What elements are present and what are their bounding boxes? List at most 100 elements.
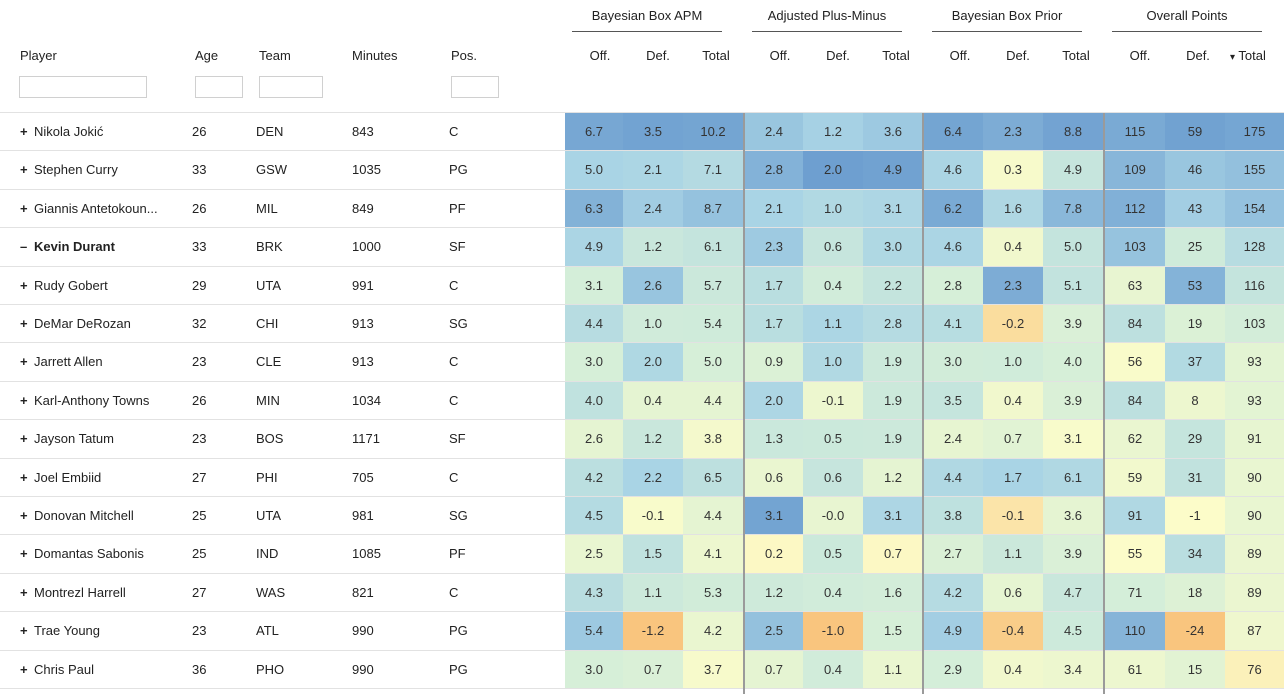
prior-def-cell: -0.1 [983, 497, 1043, 535]
age-cell: 36 [192, 661, 207, 677]
player-name-cell[interactable]: + Giannis Antetokoun... [20, 190, 170, 228]
col-header-prior-def[interactable]: Def. [1006, 48, 1030, 63]
bbox-apm-def-cell: -0.1 [623, 497, 683, 535]
player-name-cell[interactable]: + Jayson Tatum [20, 420, 170, 458]
overall-total-cell: 175 [1225, 113, 1284, 151]
prior-def-cell: 2.3 [983, 266, 1043, 305]
table-row[interactable]: + DeMar DeRozan 32 CHI 913 SG 4.4 1.0 5.4 1.7 1.1 2… [0, 304, 1284, 343]
player-name-cell[interactable]: + Chris Paul [20, 651, 170, 689]
table-row[interactable]: + Domantas Sabonis 25 IND 1085 PF 2.5 1.5 4.1 0.2… [0, 534, 1284, 574]
expand-icon[interactable]: + [20, 584, 28, 600]
bbox-apm-off-cell: 4.9 [565, 228, 623, 267]
player-name-cell[interactable]: + Joel Embiid [20, 459, 170, 497]
age-filter-input[interactable] [195, 76, 243, 98]
expand-icon[interactable]: + [20, 277, 28, 293]
col-header-apm-def[interactable]: Def. [826, 48, 850, 63]
table-row[interactable]: + Jarrett Allen 23 CLE 913 C 3.0 2.0 5.0 0.9 1.0 1.… [0, 342, 1284, 382]
prior-off-cell: 4.9 [923, 612, 983, 651]
overall-total-cell: 90 [1225, 497, 1284, 535]
prior-def-cell: -0.4 [983, 612, 1043, 651]
pos-cell: PF [449, 546, 466, 562]
player-name-cell[interactable]: + Donovan Mitchell [20, 497, 170, 535]
col-header-overall-total-sorted[interactable]: ▾ Total [1230, 47, 1266, 67]
group-header-label: Bayesian Box APM [591, 8, 703, 23]
apm-def-cell: 0.6 [803, 228, 863, 267]
player-name: Karl-Anthony Towns [34, 392, 150, 408]
player-name-cell[interactable]: + Nikola Jokić [20, 113, 170, 151]
prior-total-cell: 4.9 [1043, 151, 1103, 190]
col-header-bbox-apm-def[interactable]: Def. [646, 48, 670, 63]
prior-def-cell: 0.6 [983, 573, 1043, 612]
table-row[interactable]: + Trae Young 23 ATL 990 PG 5.4 -1.2 4.2 2.5 -1.0 1.… [0, 611, 1284, 651]
player-filter-input[interactable] [19, 76, 147, 98]
col-header-pos[interactable]: Pos. [451, 48, 478, 63]
table-row[interactable]: – Kevin Durant 33 BRK 1000 SF 4.9 1.2 6.1 2.3 0.6 3… [0, 227, 1284, 267]
col-header-team[interactable]: Team [259, 48, 291, 63]
expand-icon[interactable]: + [20, 431, 28, 447]
bbox-apm-def-cell: -1.2 [623, 612, 683, 651]
expand-icon[interactable]: + [20, 124, 28, 139]
expand-icon[interactable]: + [20, 546, 28, 562]
expand-icon[interactable]: + [20, 469, 28, 485]
pos-filter-input[interactable] [451, 76, 499, 98]
prior-total-cell: 4.0 [1043, 343, 1103, 382]
col-header-prior-total[interactable]: Total [1062, 48, 1090, 63]
player-name-cell[interactable]: + Montrezl Harrell [20, 574, 170, 612]
overall-total-cell: 116 [1225, 266, 1284, 305]
col-header-minutes[interactable]: Minutes [352, 48, 398, 63]
prior-off-cell: 2.9 [923, 650, 983, 689]
col-header-overall-off[interactable]: Off. [1129, 48, 1151, 63]
group-divider [743, 113, 745, 694]
table-row[interactable]: + Karl-Anthony Towns 26 MIN 1034 C 4.0 0.4 4.4 2.… [0, 380, 1284, 420]
age-cell: 33 [192, 162, 207, 178]
expand-icon[interactable]: + [20, 661, 28, 677]
bbox-apm-total-cell: 5.4 [683, 305, 743, 343]
player-name-cell[interactable]: + Stephen Curry [20, 151, 170, 189]
col-header-bbox-apm-off[interactable]: Off. [589, 48, 611, 63]
overall-off-cell: 112 [1105, 189, 1165, 228]
player-name-cell[interactable]: – Kevin Durant [20, 228, 170, 266]
player-name-cell[interactable]: + Jarrett Allen [20, 343, 170, 381]
overall-off-cell: 59 [1105, 458, 1165, 497]
col-header-bbox-apm-total[interactable]: Total [702, 48, 730, 63]
team-cell: PHO [256, 661, 285, 677]
table-row[interactable]: + Joel Embiid 27 PHI 705 C 4.2 2.2 6.5 0.6 0.6 1.2 4… [0, 457, 1284, 497]
player-name: Donovan Mitchell [34, 508, 134, 523]
player-name-cell[interactable]: + Rudy Gobert [20, 267, 170, 305]
player-name-cell[interactable]: + Domantas Sabonis [20, 535, 170, 573]
expand-icon[interactable]: + [20, 200, 28, 216]
overall-total-cell: 128 [1225, 228, 1284, 267]
table-row[interactable]: + Chris Paul 36 PHO 990 PG 3.0 0.7 3.7 0.7 0.4 1.1 2… [0, 649, 1284, 689]
table-row[interactable]: + Montrezl Harrell 27 WAS 821 C 4.3 1.1 5.3 1.2 0.… [0, 572, 1284, 612]
table-row[interactable]: + Stephen Curry 33 GSW 1035 PG 5.0 2.1 7.1 2.8 2.0… [0, 150, 1284, 190]
expand-icon[interactable]: + [20, 162, 28, 178]
team-cell: UTA [256, 277, 282, 293]
col-header-overall-def[interactable]: Def. [1186, 48, 1210, 63]
pos-cell: C [449, 277, 459, 293]
apm-total-cell: 2.8 [863, 305, 923, 343]
table-row[interactable]: + Rudy Gobert 29 UTA 991 C 3.1 2.6 5.7 1.7 0.4 2.2 2… [0, 265, 1284, 305]
expand-icon[interactable]: + [20, 392, 28, 408]
expand-icon[interactable]: + [20, 316, 28, 331]
col-header-prior-off[interactable]: Off. [949, 48, 971, 63]
expand-icon[interactable]: + [20, 508, 28, 523]
table-row[interactable]: + Jayson Tatum 23 BOS 1171 SF 2.6 1.2 3.8 1.3 0.5 1… [0, 419, 1284, 459]
prior-def-cell: -0.2 [983, 305, 1043, 343]
col-header-apm-total[interactable]: Total [882, 48, 910, 63]
overall-total-cell: 103 [1225, 305, 1284, 343]
collapse-icon[interactable]: – [20, 239, 28, 255]
table-row[interactable]: + Donovan Mitchell 25 UTA 981 SG 4.5 -0.1 4.4 3.1… [0, 496, 1284, 535]
col-header-age[interactable]: Age [195, 48, 219, 63]
expand-icon[interactable]: + [20, 623, 28, 639]
table-row[interactable]: + Giannis Antetokoun... 26 MIL 849 PF 6.3 2.4 8.… [0, 188, 1284, 228]
col-header-apm-off[interactable]: Off. [769, 48, 791, 63]
team-filter-input[interactable] [259, 76, 323, 98]
table-row[interactable]: + Nikola Jokić 26 DEN 843 C 6.7 3.5 10.2 2.4 1.2 3.… [0, 112, 1284, 151]
pos-cell: SG [449, 508, 468, 523]
apm-off-cell: 2.1 [745, 189, 803, 228]
player-name-cell[interactable]: + Karl-Anthony Towns [20, 382, 170, 420]
player-name-cell[interactable]: + Trae Young [20, 612, 170, 650]
expand-icon[interactable]: + [20, 354, 28, 370]
col-header-player[interactable]: Player [20, 48, 57, 63]
player-name-cell[interactable]: + DeMar DeRozan [20, 305, 170, 343]
